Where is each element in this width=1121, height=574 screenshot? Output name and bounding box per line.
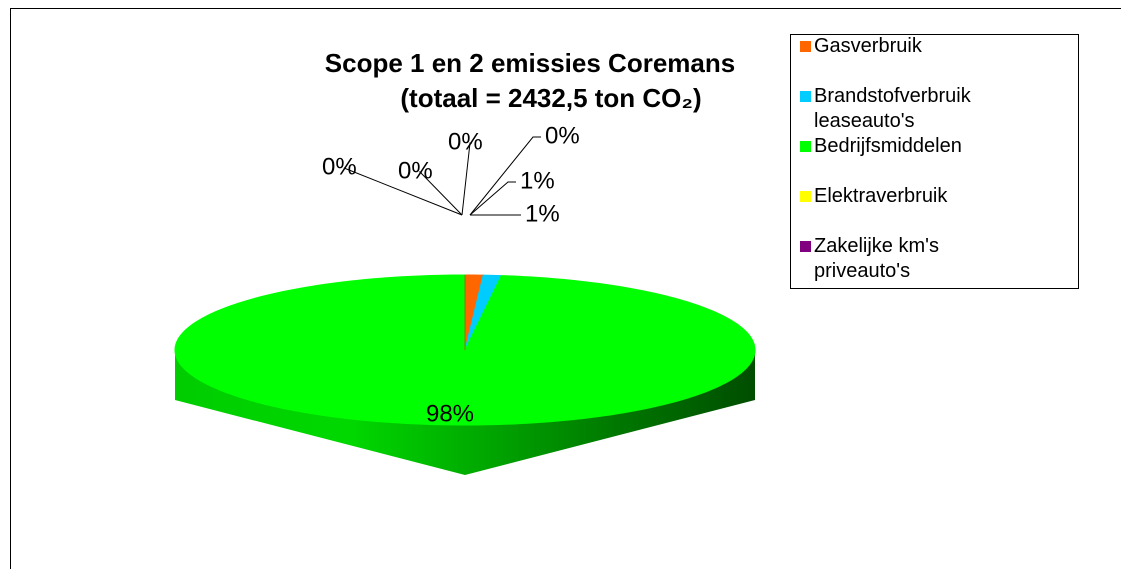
legend-swatch [800,91,811,102]
data-label: 0% [322,153,357,180]
data-label: 1% [525,200,560,227]
chart-title: Scope 1 en 2 emissies Coremans [325,48,735,78]
data-label: 1% [520,167,555,194]
data-label: 0% [398,157,433,184]
legend-label: Elektraverbruik [814,185,948,207]
legend-swatch [800,191,811,202]
legend-swatch [800,141,811,152]
data-label: 0% [448,128,483,155]
legend-label: Bedrijfsmiddelen [814,135,962,157]
data-label: 98% [426,400,474,427]
legend-swatch [800,41,811,52]
chart-title: (totaal = 2432,5 ton CO₂) [400,83,701,113]
data-label: 0% [545,122,580,149]
legend-swatch [800,241,811,252]
legend-label: Gasverbruik [814,35,923,57]
